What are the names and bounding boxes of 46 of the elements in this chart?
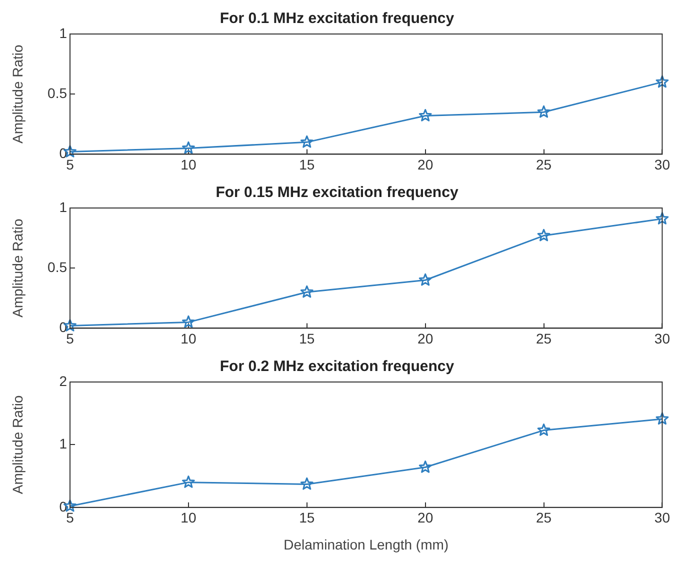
x-tick-label: 25	[536, 156, 552, 172]
point	[418, 273, 432, 286]
point	[656, 75, 669, 88]
y-tick-label: 1	[59, 198, 68, 215]
point	[300, 477, 314, 490]
point	[656, 212, 669, 224]
y-tick-label: 0.5	[48, 84, 68, 101]
y-axis-title: Amplitude Ratio	[9, 44, 26, 144]
x-tick-label: 30	[654, 156, 670, 172]
y-tick-label: 1	[59, 436, 68, 452]
x-tick-label: 10	[180, 156, 196, 172]
point	[418, 108, 432, 122]
x-tick-label: 25	[536, 330, 552, 346]
x-tick-label: 20	[418, 156, 434, 172]
y-tick-label: 2	[59, 372, 68, 389]
point	[537, 228, 550, 242]
x-tick-label: 15	[299, 156, 315, 172]
y-tick-label: 1	[59, 24, 68, 41]
x-tick-label: 20	[418, 510, 434, 526]
x-tick-label: 30	[654, 330, 670, 346]
point	[300, 285, 314, 298]
y-axis-title: Amplitude Ratio	[9, 395, 26, 494]
point	[182, 141, 195, 154]
point	[182, 315, 195, 328]
x-tick-label: 15	[299, 510, 315, 526]
x-tick-label: 20	[418, 330, 434, 346]
x-tick-label: 10	[180, 330, 196, 346]
x-tick-label: 25	[536, 510, 552, 526]
x-tick-label: 30	[654, 510, 670, 526]
chart-title: For 0.15 MHz excitation frequency	[216, 184, 459, 202]
x-tick-label: 5	[66, 330, 74, 346]
point	[418, 460, 432, 473]
x-tick-label: 15	[299, 330, 315, 346]
y-tick-label: 0.5	[48, 258, 68, 275]
point	[537, 424, 550, 436]
x-tick-label: 10	[180, 510, 196, 526]
x-tick-label: 5	[66, 510, 74, 526]
point	[656, 412, 669, 425]
y-axis-title: Amplitude Ratio	[9, 218, 26, 318]
point	[300, 135, 314, 148]
point	[182, 476, 195, 488]
x-axis-title: Delamination Length (mm)	[284, 536, 449, 552]
chart-title: For 0.1 MHz excitation frequency	[220, 10, 455, 28]
chart-title: For 0.2 MHz excitation frequency	[220, 358, 455, 376]
point	[537, 105, 550, 118]
x-tick-label: 5	[66, 156, 74, 172]
